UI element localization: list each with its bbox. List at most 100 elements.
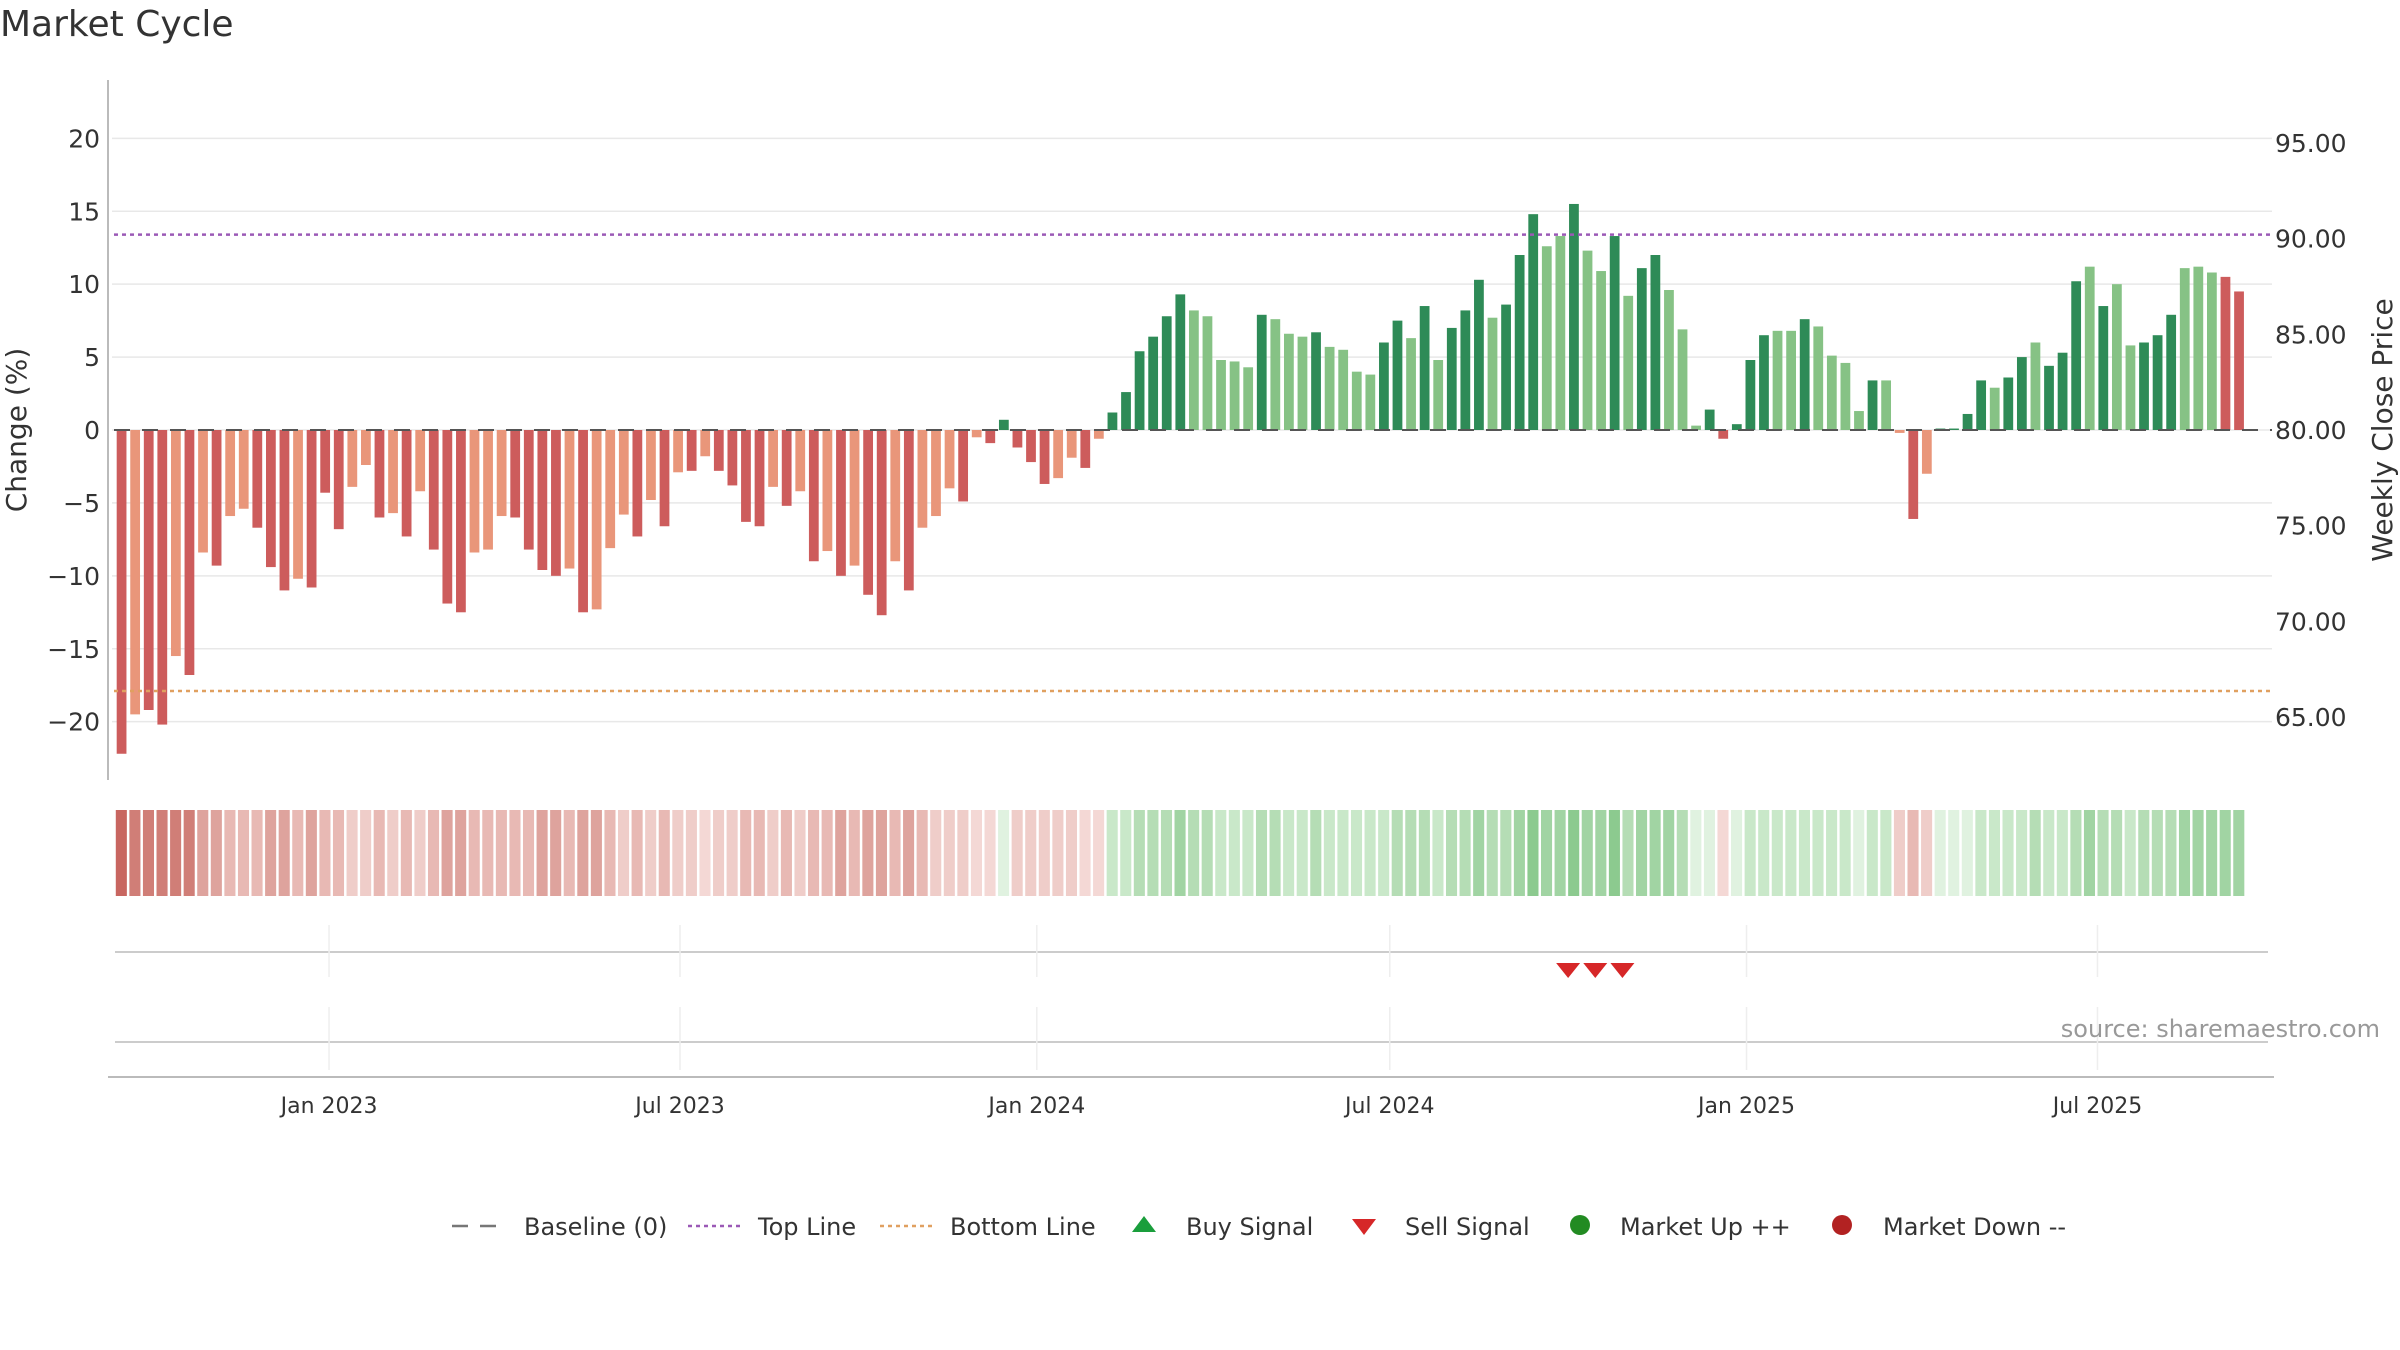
change-bar <box>1949 428 1959 430</box>
heat-cell <box>400 810 412 896</box>
change-bar <box>456 430 466 613</box>
change-bar <box>1012 430 1023 448</box>
change-bar <box>1840 362 1851 430</box>
change-bar <box>808 430 819 562</box>
heat-cell <box>2083 810 2096 896</box>
heat-cell <box>604 810 616 896</box>
change-bar <box>1243 367 1254 430</box>
change-bar <box>157 430 168 725</box>
legend-label: Top Line <box>757 1213 856 1241</box>
change-bar <box>673 430 683 473</box>
heat-cell <box>265 810 277 896</box>
legend-item: Buy Signal <box>1132 1213 1313 1241</box>
y-axis-label: Change (%) <box>0 348 33 513</box>
heat-cell <box>1364 810 1376 896</box>
change-bar <box>1609 236 1620 430</box>
change-bar <box>1229 361 1240 430</box>
change-bar <box>1121 392 1131 430</box>
heat-cell <box>441 810 453 896</box>
heat-cell <box>536 810 548 896</box>
change-bar <box>252 430 263 528</box>
heat-cell <box>1215 810 1227 896</box>
heat-cell <box>1527 810 1539 896</box>
heat-cell <box>1242 810 1254 896</box>
change-bar <box>1433 360 1444 430</box>
change-bar <box>958 430 969 502</box>
y-tick-label: −15 <box>47 635 100 664</box>
change-bar <box>727 430 738 486</box>
heat-cell <box>618 810 630 896</box>
heat-cell <box>2056 810 2068 896</box>
change-bar <box>1514 255 1525 430</box>
legend-item: Bottom Line <box>880 1213 1096 1241</box>
heat-cell <box>1663 810 1675 896</box>
change-bar <box>822 430 833 552</box>
heat-cell <box>373 810 385 896</box>
y-tick-label: −10 <box>47 562 100 591</box>
change-bar <box>428 430 439 550</box>
heat-cell <box>2165 810 2177 896</box>
heat-cell <box>590 810 602 896</box>
change-bar <box>741 430 751 522</box>
heat-cell <box>1554 810 1566 896</box>
change-bar <box>1623 295 1634 430</box>
change-bar <box>170 430 181 657</box>
change-bar <box>1772 330 1783 430</box>
change-bar <box>646 430 656 500</box>
change-bar <box>998 419 1009 430</box>
change-bar <box>1582 250 1593 430</box>
change-bar <box>618 430 629 515</box>
change-bar <box>890 430 901 562</box>
heat-cell <box>509 810 521 896</box>
x-tick-label: Jul 2024 <box>1343 1094 1435 1119</box>
x-tick-label: Jul 2023 <box>633 1094 725 1119</box>
change-bar <box>1175 294 1186 430</box>
heat-cell <box>577 810 589 896</box>
change-bar <box>116 430 127 754</box>
change-bar <box>469 430 480 553</box>
heat-cell <box>1690 810 1702 896</box>
heat-cell <box>970 810 982 896</box>
heat-cell <box>875 810 887 896</box>
change-bar <box>1419 306 1430 430</box>
heat-cell <box>1513 810 1525 896</box>
heat-cell <box>1093 810 1105 896</box>
heat-cell <box>1201 810 1213 896</box>
heat-cell <box>1296 810 1308 896</box>
heat-cell <box>1269 810 1281 896</box>
heat-cell <box>115 810 127 896</box>
triangle-up-icon <box>1132 1216 1156 1232</box>
heat-cell <box>1649 810 1661 896</box>
change-bar <box>944 430 955 489</box>
heat-cell <box>794 810 806 896</box>
heat-cell <box>1785 810 1797 896</box>
change-bar <box>184 430 195 675</box>
heat-cell <box>1880 810 1892 896</box>
change-bar <box>2234 291 2244 430</box>
heat-cell <box>658 810 670 896</box>
change-bar <box>1541 246 1552 430</box>
heat-cell <box>2070 810 2082 896</box>
change-bar <box>1691 425 1701 430</box>
legend-label: Baseline (0) <box>524 1213 667 1241</box>
heat-cell <box>170 810 182 896</box>
change-bar <box>659 430 670 527</box>
heat-cell <box>1350 810 1363 896</box>
heat-cell <box>862 810 874 896</box>
legend-item: Top Line <box>688 1213 856 1241</box>
heat-cell <box>957 810 969 896</box>
y-tick-label: 0 <box>84 416 100 445</box>
change-bar <box>2044 365 2054 430</box>
change-bar <box>2071 281 2082 430</box>
change-bar <box>1881 380 1892 430</box>
heat-cell <box>1188 810 1200 896</box>
change-bar <box>2207 272 2217 430</box>
heat-cell <box>1988 810 2000 896</box>
change-bar <box>849 430 860 566</box>
change-bar <box>1704 409 1715 430</box>
change-bars <box>116 203 2244 754</box>
change-bar <box>2111 284 2122 430</box>
change-bar <box>1026 430 1036 463</box>
heat-cell <box>889 810 901 896</box>
change-bar <box>279 430 290 591</box>
